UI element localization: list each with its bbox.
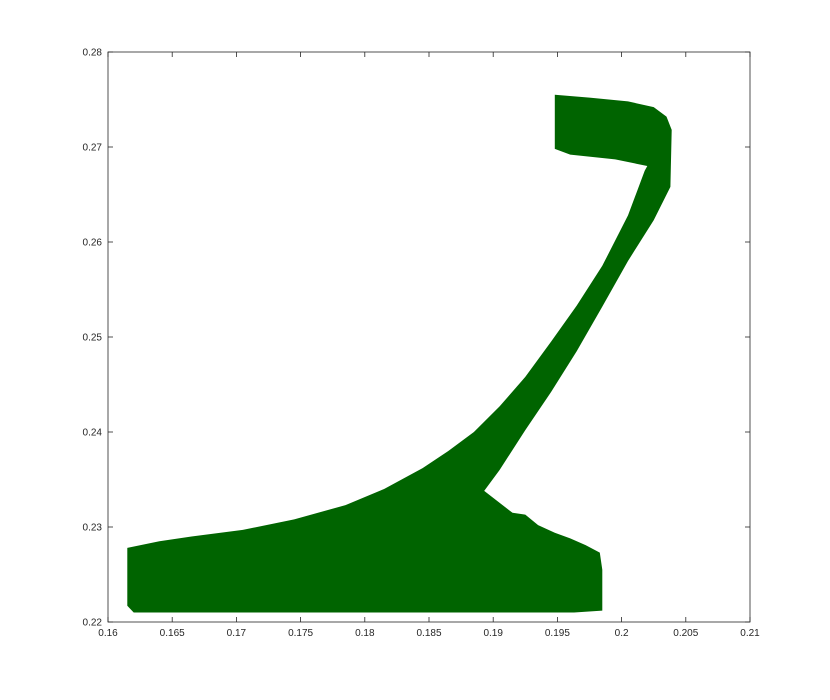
x-tick-label: 0.18	[355, 628, 375, 639]
x-tick-label: 0.165	[160, 628, 185, 639]
series-layer	[127, 94, 672, 613]
x-tick-label: 0.19	[483, 628, 503, 639]
x-tick-label: 0.175	[288, 628, 313, 639]
y-tick-label: 0.26	[83, 238, 103, 249]
x-tick-label: 0.195	[545, 628, 570, 639]
x-tick-label: 0.16	[98, 628, 118, 639]
y-tick-label: 0.25	[83, 333, 103, 344]
y-tick-label: 0.27	[83, 143, 103, 154]
y-tick-label: 0.24	[83, 428, 103, 439]
x-tick-label: 0.205	[673, 628, 698, 639]
tick-layer: 0.16 0.165 0.17 0.175 0.18 0.185 0.19 0.195 0.2 0…	[83, 48, 761, 640]
y-tick-label: 0.28	[83, 48, 103, 59]
y-tick-label: 0.23	[83, 523, 103, 534]
x-tick-label: 0.185	[416, 628, 441, 639]
series-area-0	[127, 94, 672, 613]
x-tick-label: 0.2	[615, 628, 629, 639]
y-tick-label: 0.22	[83, 618, 103, 629]
x-tick-label: 0.21	[740, 628, 760, 639]
x-tick-label: 0.17	[227, 628, 247, 639]
